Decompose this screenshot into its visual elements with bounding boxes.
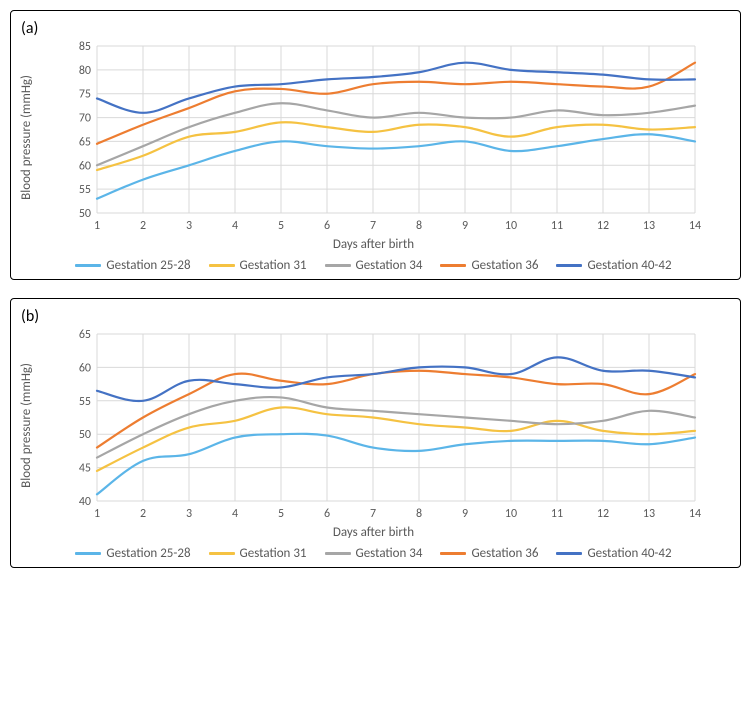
svg-text:60: 60 bbox=[79, 361, 91, 375]
svg-text:60: 60 bbox=[79, 159, 91, 173]
legend-swatch-g31 bbox=[209, 264, 235, 267]
y-axis-label-1: Blood pressure (mmHg) bbox=[19, 363, 34, 488]
svg-text:2: 2 bbox=[140, 219, 146, 233]
plot-row-0: Blood pressure (mmHg) 505560657075808512… bbox=[19, 40, 728, 235]
legend-label-g31: Gestation 31 bbox=[240, 546, 307, 561]
svg-text:14: 14 bbox=[689, 219, 701, 233]
svg-text:1: 1 bbox=[94, 219, 100, 233]
svg-text:4: 4 bbox=[232, 507, 238, 521]
svg-text:4: 4 bbox=[232, 219, 238, 233]
legend-item-g34: Gestation 34 bbox=[325, 546, 423, 561]
legend-label-g36: Gestation 36 bbox=[471, 258, 538, 273]
series-g25_28 bbox=[97, 434, 695, 495]
svg-text:12: 12 bbox=[597, 219, 609, 233]
svg-text:3: 3 bbox=[186, 507, 192, 521]
series-g34 bbox=[97, 103, 695, 165]
panel-1: (b) Blood pressure (mmHg) 40455055606512… bbox=[10, 298, 741, 568]
svg-text:5: 5 bbox=[278, 507, 284, 521]
y-axis-label-0: Blood pressure (mmHg) bbox=[19, 75, 34, 200]
legend-swatch-g36 bbox=[440, 264, 466, 267]
plot-row-1: Blood pressure (mmHg) 404550556065123456… bbox=[19, 328, 728, 523]
chart-wrap-1: Blood pressure (mmHg) 404550556065123456… bbox=[19, 328, 728, 561]
panel-label-1: (b) bbox=[21, 307, 728, 326]
series-g31 bbox=[97, 407, 695, 471]
svg-text:70: 70 bbox=[79, 112, 91, 126]
legend-label-g34: Gestation 34 bbox=[356, 258, 423, 273]
svg-text:85: 85 bbox=[79, 40, 91, 54]
legend-swatch-g36 bbox=[440, 552, 466, 555]
legend-item-g25_28: Gestation 25-28 bbox=[75, 546, 190, 561]
svg-text:13: 13 bbox=[643, 219, 655, 233]
svg-text:12: 12 bbox=[597, 507, 609, 521]
svg-text:2: 2 bbox=[140, 507, 146, 521]
legend-item-g31: Gestation 31 bbox=[209, 258, 307, 273]
svg-text:13: 13 bbox=[643, 507, 655, 521]
svg-text:5: 5 bbox=[278, 219, 284, 233]
svg-text:75: 75 bbox=[79, 88, 91, 102]
legend-item-g36: Gestation 36 bbox=[440, 546, 538, 561]
svg-text:45: 45 bbox=[79, 462, 91, 476]
legend-0: Gestation 25-28 Gestation 31 Gestation 3… bbox=[75, 258, 671, 273]
svg-text:3: 3 bbox=[186, 219, 192, 233]
x-axis-label-0: Days after birth bbox=[333, 237, 414, 252]
svg-text:11: 11 bbox=[551, 507, 563, 521]
legend-swatch-g31 bbox=[209, 552, 235, 555]
legend-label-g36: Gestation 36 bbox=[471, 546, 538, 561]
svg-text:8: 8 bbox=[416, 219, 422, 233]
legend-swatch-g40_42 bbox=[556, 552, 582, 555]
legend-1: Gestation 25-28 Gestation 31 Gestation 3… bbox=[75, 546, 671, 561]
svg-text:10: 10 bbox=[505, 219, 517, 233]
svg-text:7: 7 bbox=[370, 219, 376, 233]
svg-text:55: 55 bbox=[79, 183, 91, 197]
x-axis-label-1: Days after birth bbox=[333, 525, 414, 540]
svg-text:10: 10 bbox=[505, 507, 517, 521]
legend-swatch-g25_28 bbox=[75, 264, 101, 267]
chart-plot-1: 4045505560651234567891011121314 bbox=[38, 328, 728, 523]
svg-text:9: 9 bbox=[462, 507, 468, 521]
legend-item-g40_42: Gestation 40-42 bbox=[556, 546, 671, 561]
svg-text:6: 6 bbox=[324, 219, 330, 233]
svg-text:50: 50 bbox=[79, 428, 91, 442]
legend-item-g31: Gestation 31 bbox=[209, 546, 307, 561]
chart-wrap-0: Blood pressure (mmHg) 505560657075808512… bbox=[19, 40, 728, 273]
legend-label-g25_28: Gestation 25-28 bbox=[106, 546, 190, 561]
svg-text:9: 9 bbox=[462, 219, 468, 233]
panel-label-0: (a) bbox=[21, 19, 728, 38]
legend-swatch-g40_42 bbox=[556, 264, 582, 267]
svg-text:80: 80 bbox=[79, 64, 91, 78]
legend-item-g36: Gestation 36 bbox=[440, 258, 538, 273]
legend-item-g34: Gestation 34 bbox=[325, 258, 423, 273]
svg-text:40: 40 bbox=[79, 495, 91, 509]
svg-text:65: 65 bbox=[79, 135, 91, 149]
svg-text:8: 8 bbox=[416, 507, 422, 521]
chart-plot-0: 50556065707580851234567891011121314 bbox=[38, 40, 728, 235]
legend-item-g25_28: Gestation 25-28 bbox=[75, 258, 190, 273]
svg-text:55: 55 bbox=[79, 395, 91, 409]
svg-text:65: 65 bbox=[79, 328, 91, 342]
svg-text:50: 50 bbox=[79, 207, 91, 221]
legend-label-g34: Gestation 34 bbox=[356, 546, 423, 561]
legend-swatch-g34 bbox=[325, 552, 351, 555]
panel-0: (a) Blood pressure (mmHg) 50556065707580… bbox=[10, 10, 741, 280]
legend-label-g31: Gestation 31 bbox=[240, 258, 307, 273]
legend-swatch-g34 bbox=[325, 264, 351, 267]
svg-text:1: 1 bbox=[94, 507, 100, 521]
legend-swatch-g25_28 bbox=[75, 552, 101, 555]
series-g31 bbox=[97, 122, 695, 170]
legend-label-g25_28: Gestation 25-28 bbox=[106, 258, 190, 273]
legend-item-g40_42: Gestation 40-42 bbox=[556, 258, 671, 273]
svg-text:6: 6 bbox=[324, 507, 330, 521]
legend-label-g40_42: Gestation 40-42 bbox=[587, 258, 671, 273]
legend-label-g40_42: Gestation 40-42 bbox=[587, 546, 671, 561]
svg-text:14: 14 bbox=[689, 507, 701, 521]
svg-text:11: 11 bbox=[551, 219, 563, 233]
svg-text:7: 7 bbox=[370, 507, 376, 521]
